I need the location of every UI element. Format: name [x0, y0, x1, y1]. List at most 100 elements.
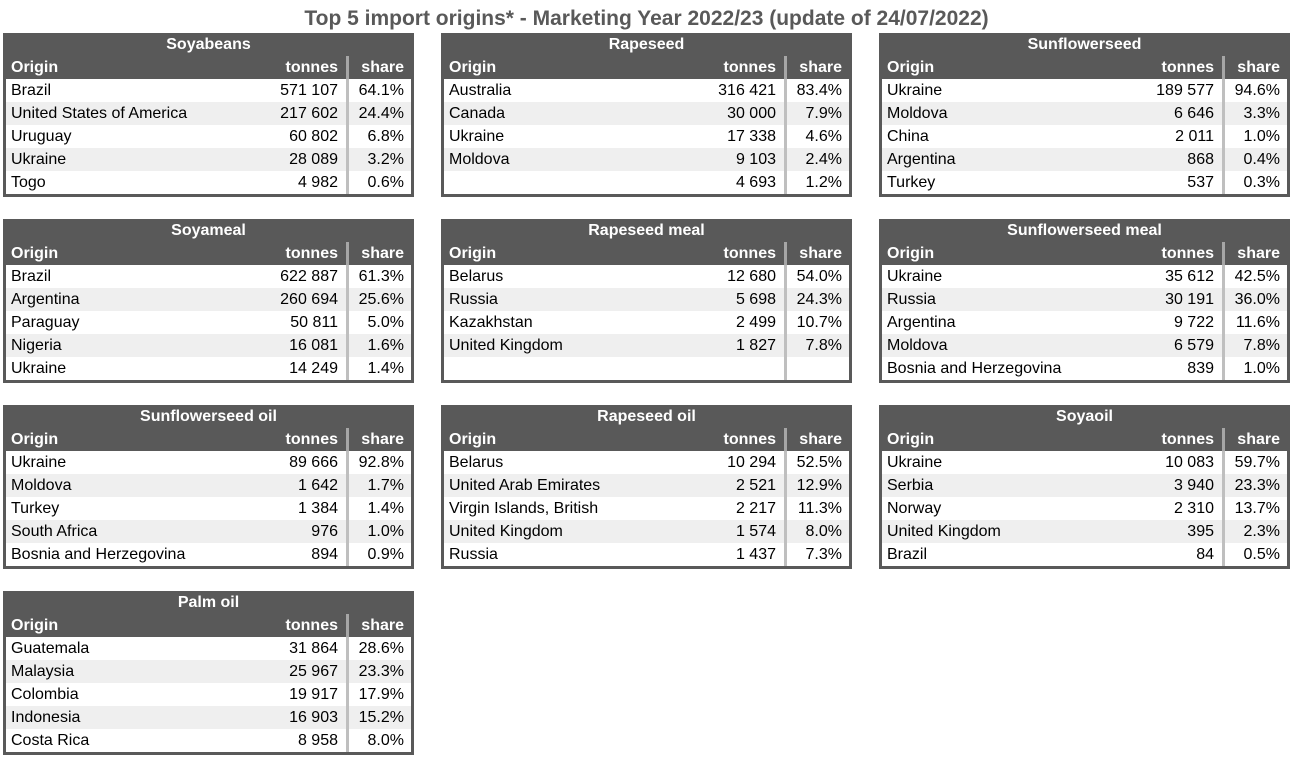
- column-header-share: share: [784, 56, 849, 79]
- column-header-tonnes: tonnes: [285, 245, 338, 262]
- cell-tonnes: 571 107: [280, 82, 338, 99]
- cell-tonnes: 89 666: [289, 454, 338, 471]
- commodity-table: Sunflowerseed Origin tonnes share Ukrain…: [879, 33, 1290, 197]
- table-body: Guatemala 31 864 28.6% Malaysia 25 967 2…: [6, 637, 411, 752]
- tables-grid: Soyabeans Origin tonnes share Brazil 571…: [3, 33, 1290, 755]
- cell-share: 10.7%: [784, 311, 849, 334]
- cell-tonnes: 189 577: [1156, 82, 1214, 99]
- commodity-table: Soyaoil Origin tonnes share Ukraine 10 0…: [879, 405, 1290, 569]
- cell-tonnes: 3 940: [1173, 477, 1214, 494]
- column-header-share: share: [346, 56, 411, 79]
- cell-share: 64.1%: [346, 79, 411, 102]
- table-header-row: Origin tonnes share: [6, 56, 411, 79]
- column-header-share: share: [346, 614, 411, 637]
- table-row: Belarus 10 294 52.5%: [444, 451, 849, 474]
- cell-share: 7.9%: [784, 102, 849, 125]
- cell-tonnes: 395: [1187, 523, 1214, 540]
- table-row: Guatemala 31 864 28.6%: [6, 637, 411, 660]
- cell-share: 0.3%: [1222, 171, 1287, 194]
- cell-origin: Russia: [449, 546, 498, 563]
- cell-origin: Nigeria: [11, 337, 62, 354]
- table-body: Belarus 10 294 52.5% United Arab Emirate…: [444, 451, 849, 566]
- table-row: Russia 5 698 24.3%: [444, 288, 849, 311]
- table-body: Brazil 622 887 61.3% Argentina 260 694 2…: [6, 265, 411, 380]
- cell-origin: United Arab Emirates: [449, 477, 601, 494]
- table-row: Moldova 9 103 2.4%: [444, 148, 849, 171]
- cell-share: 7.3%: [784, 543, 849, 566]
- cell-tonnes: 537: [1187, 174, 1214, 191]
- cell-share: 1.6%: [346, 334, 411, 357]
- cell-origin: Kazakhstan: [449, 314, 533, 331]
- cell-origin: Brazil: [11, 82, 52, 99]
- cell-tonnes: 35 612: [1165, 268, 1214, 285]
- table-row: Argentina 260 694 25.6%: [6, 288, 411, 311]
- table-body: Ukraine 35 612 42.5% Russia 30 191 36.0%…: [882, 265, 1287, 380]
- table-body: Brazil 571 107 64.1% United States of Am…: [6, 79, 411, 194]
- cell-share: 92.8%: [346, 451, 411, 474]
- cell-tonnes: 16 081: [289, 337, 338, 354]
- cell-origin: Ukraine: [449, 128, 505, 145]
- column-header-tonnes: tonnes: [1161, 59, 1214, 76]
- table-row: Argentina 868 0.4%: [882, 148, 1287, 171]
- table-row: United States of America 217 602 24.4%: [6, 102, 411, 125]
- cell-tonnes: 60 802: [289, 128, 338, 145]
- table-header-row: Origin tonnes share: [882, 56, 1287, 79]
- page-title: Top 5 import origins* - Marketing Year 2…: [304, 7, 989, 30]
- cell-tonnes: 260 694: [280, 291, 338, 308]
- cell-tonnes: 25 967: [289, 663, 338, 680]
- column-header-origin: Origin: [887, 431, 935, 448]
- column-header-origin: Origin: [11, 245, 59, 262]
- column-header-share: share: [1222, 56, 1287, 79]
- cell-origin: Brazil: [11, 268, 52, 285]
- table-row: Ukraine 17 338 4.6%: [444, 125, 849, 148]
- cell-share: 1.0%: [1222, 357, 1287, 380]
- cell-tonnes: 976: [311, 523, 338, 540]
- cell-origin: United Kingdom: [449, 523, 563, 540]
- column-header-origin: Origin: [887, 59, 935, 76]
- cell-share: 12.9%: [784, 474, 849, 497]
- table-row: Turkey 537 0.3%: [882, 171, 1287, 194]
- commodity-table: Palm oil Origin tonnes share Guatemala 3…: [3, 591, 414, 755]
- cell-share: 1.4%: [346, 357, 411, 380]
- cell-share: 0.4%: [1222, 148, 1287, 171]
- table-body: Ukraine 10 083 59.7% Serbia 3 940 23.3% …: [882, 451, 1287, 566]
- table-header-row: Origin tonnes share: [444, 56, 849, 79]
- cell-share: 83.4%: [784, 79, 849, 102]
- table-title: Soyabeans: [6, 33, 411, 56]
- column-header-origin: Origin: [11, 431, 59, 448]
- table-title: Rapeseed: [444, 33, 849, 56]
- table-row: Ukraine 10 083 59.7%: [882, 451, 1287, 474]
- cell-origin: United States of America: [11, 105, 188, 122]
- commodity-table: Sunflowerseed meal Origin tonnes share U…: [879, 219, 1290, 383]
- table-row: United Kingdom 1 574 8.0%: [444, 520, 849, 543]
- cell-share: 54.0%: [784, 265, 849, 288]
- table-row: Ukraine 189 577 94.6%: [882, 79, 1287, 102]
- cell-origin: United Kingdom: [449, 337, 563, 354]
- cell-tonnes: 9 722: [1173, 314, 1214, 331]
- cell-tonnes: 1 384: [297, 500, 338, 517]
- cell-origin: Malaysia: [11, 663, 75, 680]
- table-title: Sunflowerseed oil: [6, 405, 411, 428]
- cell-origin: Turkey: [11, 500, 60, 517]
- column-header-tonnes: tonnes: [285, 431, 338, 448]
- table-header-row: Origin tonnes share: [444, 428, 849, 451]
- column-header-tonnes: tonnes: [723, 431, 776, 448]
- cell-share: 15.2%: [346, 706, 411, 729]
- table-row: Moldova 1 642 1.7%: [6, 474, 411, 497]
- column-header-share: share: [784, 428, 849, 451]
- column-header-share: share: [1222, 242, 1287, 265]
- cell-share: 6.8%: [346, 125, 411, 148]
- cell-share: 11.6%: [1222, 311, 1287, 334]
- cell-share: 36.0%: [1222, 288, 1287, 311]
- cell-origin: Moldova: [11, 477, 72, 494]
- cell-share: 3.2%: [346, 148, 411, 171]
- cell-origin: Indonesia: [11, 709, 81, 726]
- table-row: [444, 357, 849, 380]
- table-row: Argentina 9 722 11.6%: [882, 311, 1287, 334]
- cell-share: 11.3%: [784, 497, 849, 520]
- cell-share: 0.6%: [346, 171, 411, 194]
- cell-origin: Moldova: [887, 105, 948, 122]
- cell-share: 23.3%: [346, 660, 411, 683]
- cell-share: 52.5%: [784, 451, 849, 474]
- cell-share: 42.5%: [1222, 265, 1287, 288]
